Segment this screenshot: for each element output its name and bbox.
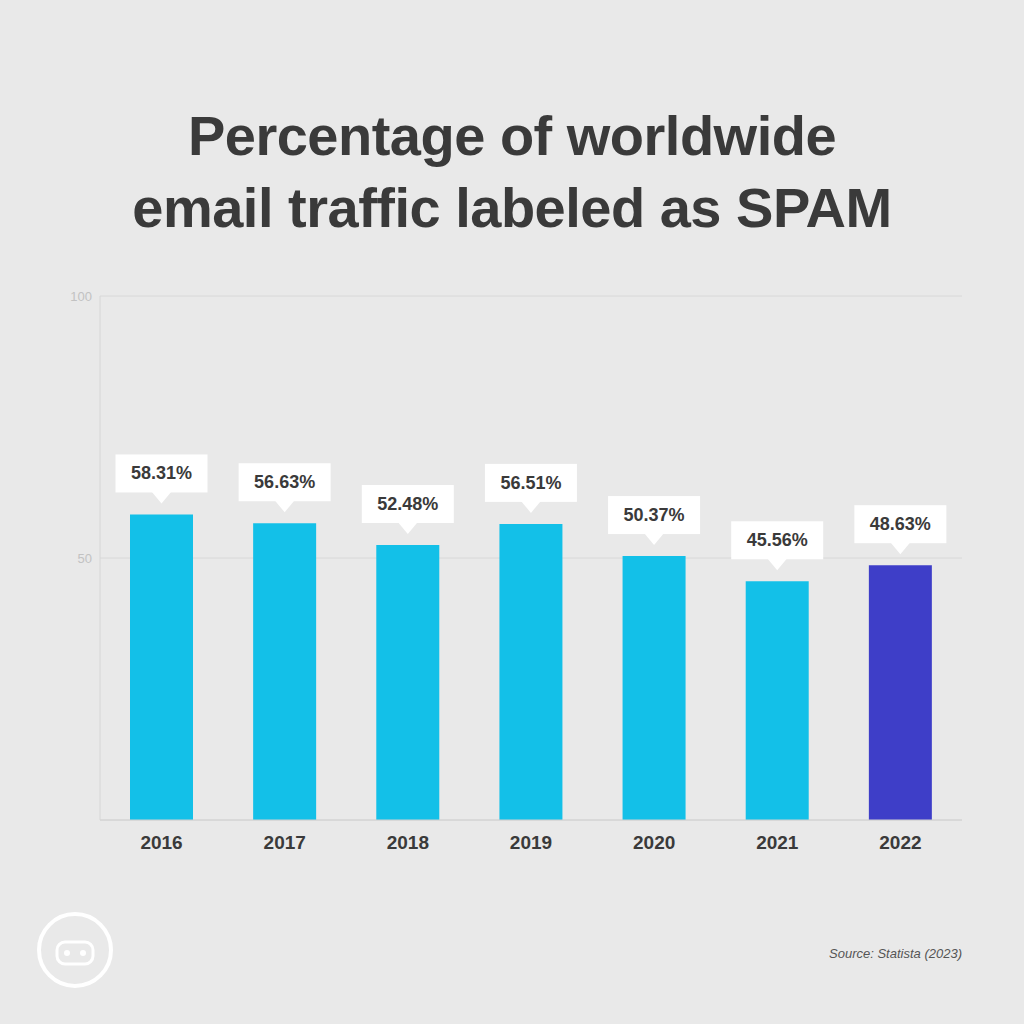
svg-text:52.48%: 52.48%: [377, 494, 438, 514]
svg-text:2019: 2019: [510, 832, 552, 853]
svg-text:56.63%: 56.63%: [254, 472, 315, 492]
svg-text:48.63%: 48.63%: [870, 514, 931, 534]
svg-text:50: 50: [78, 551, 92, 566]
svg-text:56.51%: 56.51%: [500, 473, 561, 493]
svg-text:50.37%: 50.37%: [624, 505, 685, 525]
svg-text:2020: 2020: [633, 832, 675, 853]
svg-text:45.56%: 45.56%: [747, 530, 808, 550]
svg-text:2021: 2021: [756, 832, 799, 853]
svg-text:100: 100: [70, 289, 92, 304]
svg-text:2022: 2022: [879, 832, 921, 853]
html-text:Percentage of worldwide email: Percentage of worldwide email traffic la…: [132, 104, 892, 239]
svg-text:58.31%: 58.31%: [131, 463, 192, 483]
html-text:Source: Statista (2023): Source: Statista (2023): [829, 946, 962, 961]
svg-text:2016: 2016: [140, 832, 182, 853]
svg-text:2017: 2017: [264, 832, 306, 853]
svg-text:2018: 2018: [387, 832, 429, 853]
